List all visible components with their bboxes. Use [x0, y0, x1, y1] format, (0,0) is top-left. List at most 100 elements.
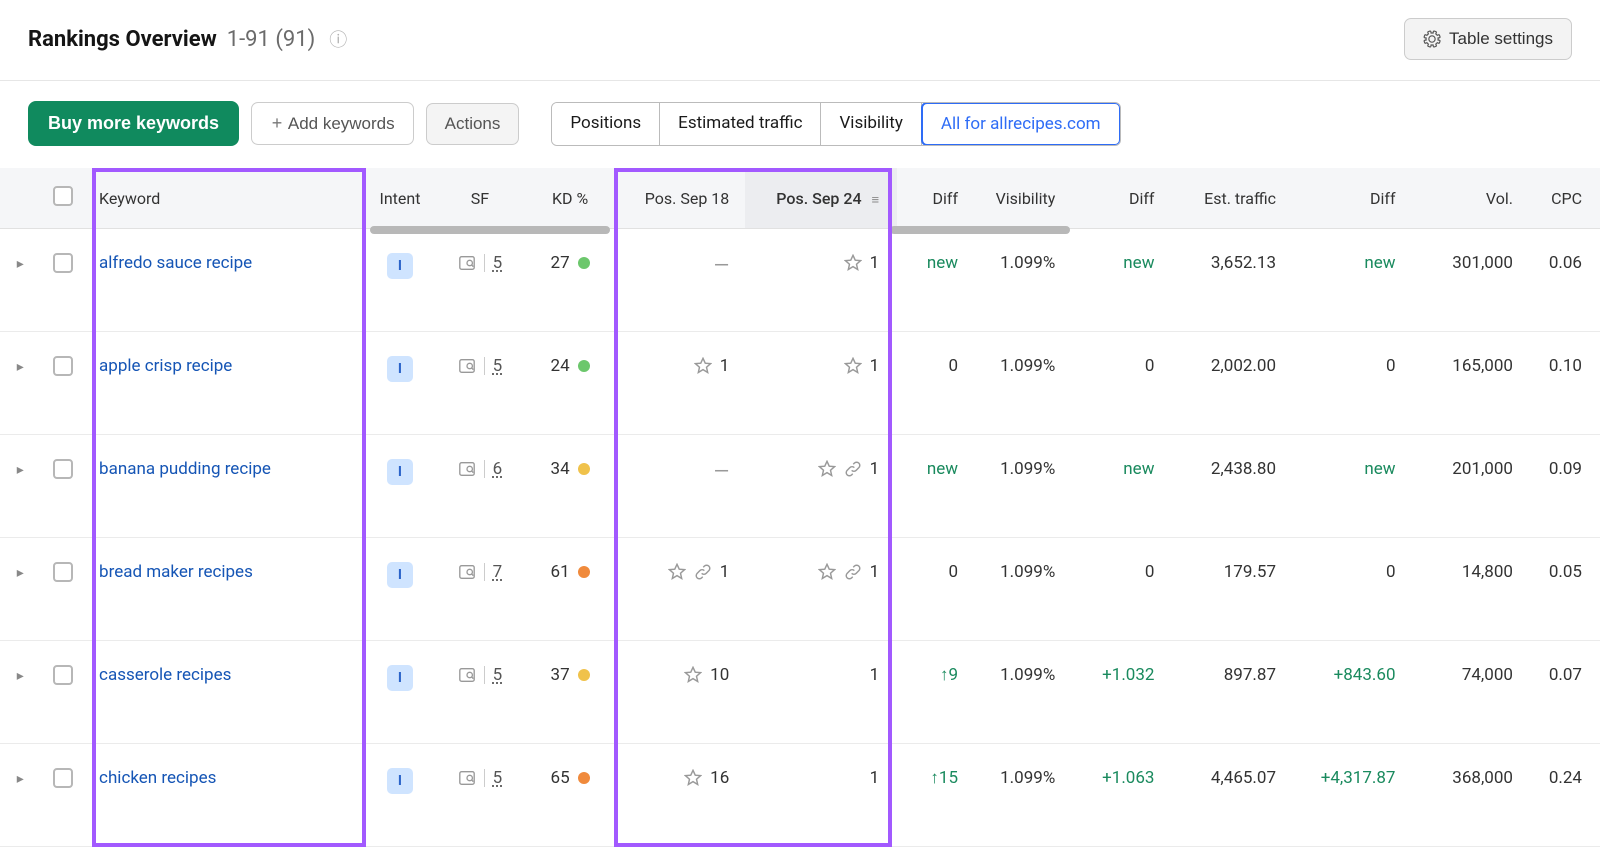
link-icon — [844, 460, 862, 478]
col-diff-pos[interactable]: Diff — [897, 168, 968, 229]
col-intent[interactable]: Intent — [365, 168, 436, 229]
col-pos-sep18[interactable]: Pos. Sep 18 — [616, 168, 746, 229]
keyword-link[interactable]: apple crisp recipe — [99, 356, 232, 376]
keyword-link[interactable]: alfredo sauce recipe — [99, 253, 252, 273]
buy-keywords-button[interactable]: Buy more keywords — [28, 101, 239, 146]
diff-value: +1.032 — [1102, 665, 1154, 685]
col-sf[interactable]: SF — [435, 168, 524, 229]
keyword-link[interactable]: bread maker recipes — [99, 562, 253, 582]
visibility-value: 1.099% — [1000, 356, 1055, 376]
expand-row-icon[interactable]: ▸ — [17, 359, 24, 375]
row-checkbox[interactable] — [53, 562, 73, 582]
position-value: 16 — [684, 768, 729, 788]
col-keyword[interactable]: Keyword — [85, 168, 364, 229]
serp-features[interactable]: 6 — [458, 459, 503, 479]
table-row: ▸bread maker recipesI7611101.099%0179.57… — [0, 538, 1600, 641]
position-value: 1 — [668, 562, 730, 582]
kd-value: 61 — [551, 562, 590, 582]
page-title: Rankings Overview — [28, 27, 217, 52]
row-checkbox[interactable] — [53, 356, 73, 376]
star-icon — [844, 357, 862, 375]
diff-value: new — [927, 459, 958, 479]
intent-badge[interactable]: I — [387, 356, 413, 382]
keyword-link[interactable]: casserole recipes — [99, 665, 231, 685]
kd-value: 27 — [551, 253, 590, 273]
position-value: 1 — [694, 356, 730, 376]
diff-value: 0 — [948, 356, 958, 376]
serp-icon — [458, 769, 476, 787]
cpc-value: 0.06 — [1549, 253, 1582, 273]
col-pos-sep24[interactable]: Pos. Sep 24 ≡ — [745, 168, 897, 229]
serp-features[interactable]: 5 — [458, 356, 503, 376]
star-icon — [818, 460, 836, 478]
row-checkbox[interactable] — [53, 253, 73, 273]
link-icon — [844, 563, 862, 581]
est-traffic-value: 3,652.13 — [1211, 253, 1276, 273]
cpc-value: 0.24 — [1549, 768, 1582, 788]
intent-badge[interactable]: I — [387, 562, 413, 588]
expand-row-icon[interactable]: ▸ — [17, 668, 24, 684]
cpc-value: 0.05 — [1549, 562, 1582, 582]
serp-features[interactable]: 5 — [458, 768, 503, 788]
expand-row-icon[interactable]: ▸ — [17, 256, 24, 272]
expand-row-icon[interactable]: ▸ — [17, 771, 24, 787]
expand-row-icon[interactable]: ▸ — [17, 565, 24, 581]
col-cpc[interactable]: CPC — [1527, 168, 1600, 229]
position-value: 1 — [818, 562, 880, 582]
diff-value: 0 — [1145, 356, 1155, 376]
rankings-table: Keyword Intent SF KD % Pos. Sep 18 Pos. … — [0, 168, 1600, 847]
col-volume[interactable]: Vol. — [1410, 168, 1527, 229]
table-settings-button[interactable]: Table settings — [1404, 18, 1572, 60]
diff-value: new — [1123, 459, 1154, 479]
diff-value: ↑15 — [930, 768, 958, 788]
row-checkbox[interactable] — [53, 768, 73, 788]
gear-icon — [1423, 30, 1441, 48]
segment-visibility[interactable]: Visibility — [821, 103, 921, 145]
intent-badge[interactable]: I — [387, 768, 413, 794]
kd-value: 65 — [551, 768, 590, 788]
diff-value: 0 — [1145, 562, 1155, 582]
add-keywords-button[interactable]: + Add keywords — [251, 102, 414, 145]
page-header: Rankings Overview 1-91 (91) ⓘ Table sett… — [0, 0, 1600, 81]
visibility-value: 1.099% — [1000, 768, 1055, 788]
volume-value: 201,000 — [1452, 459, 1513, 479]
kd-value: 34 — [551, 459, 590, 479]
serp-features[interactable]: 5 — [458, 253, 503, 273]
serp-icon — [458, 666, 476, 684]
keyword-link[interactable]: chicken recipes — [99, 768, 216, 788]
position-value: 1 — [844, 356, 880, 376]
row-checkbox[interactable] — [53, 459, 73, 479]
visibility-value: 1.099% — [1000, 459, 1055, 479]
segment-estimated-traffic[interactable]: Estimated traffic — [660, 103, 821, 145]
serp-features[interactable]: 5 — [458, 665, 503, 685]
intent-badge[interactable]: I — [387, 253, 413, 279]
keyword-link[interactable]: banana pudding recipe — [99, 459, 271, 479]
segment-positions[interactable]: Positions — [552, 103, 660, 145]
table-settings-label: Table settings — [1449, 29, 1553, 49]
serp-icon — [458, 460, 476, 478]
diff-value: 0 — [1386, 356, 1396, 376]
col-diff-est-traffic[interactable]: Diff — [1290, 168, 1409, 229]
segment-all-for-allrecipes-com[interactable]: All for allrecipes.com — [921, 102, 1121, 146]
col-diff-visibility[interactable]: Diff — [1069, 168, 1166, 229]
intent-badge[interactable]: I — [387, 665, 413, 691]
diff-value: new — [1364, 253, 1395, 273]
select-all-checkbox[interactable] — [53, 186, 73, 206]
cpc-value: 0.09 — [1549, 459, 1582, 479]
volume-value: 74,000 — [1462, 665, 1513, 685]
est-traffic-value: 179.57 — [1224, 562, 1276, 582]
row-checkbox[interactable] — [53, 665, 73, 685]
col-visibility[interactable]: Visibility — [968, 168, 1069, 229]
title-block: Rankings Overview 1-91 (91) ⓘ — [28, 26, 347, 52]
position-value: 1 — [870, 665, 880, 685]
serp-features[interactable]: 7 — [458, 562, 503, 582]
col-kd[interactable]: KD % — [525, 168, 616, 229]
star-icon — [844, 254, 862, 272]
table-row: ▸banana pudding recipeI634—1new1.099%new… — [0, 435, 1600, 538]
intent-badge[interactable]: I — [387, 459, 413, 485]
diff-value: +1.063 — [1102, 768, 1154, 788]
col-est-traffic[interactable]: Est. traffic — [1166, 168, 1290, 229]
actions-button[interactable]: Actions — [426, 103, 520, 145]
expand-row-icon[interactable]: ▸ — [17, 462, 24, 478]
info-icon[interactable]: ⓘ — [329, 30, 347, 51]
